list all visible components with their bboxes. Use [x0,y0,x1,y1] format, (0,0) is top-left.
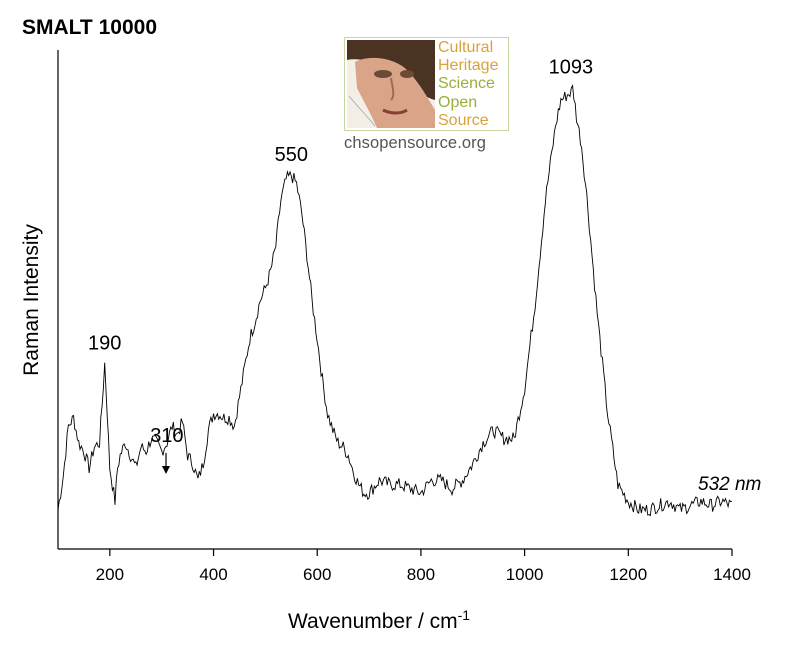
chart-title: SMALT 10000 [22,16,157,39]
x-tick-label: 600 [303,565,331,584]
y-axis-label: Raman Intensity [20,224,43,376]
x-tick-label: 1200 [609,565,647,584]
peak-label-1093: 1093 [549,56,594,78]
peak-label-190: 190 [88,332,121,354]
portrait-image [347,40,435,128]
logo-url: chsopensource.org [344,134,487,152]
chs-logo: Cultural Heritage Science Open Source ch… [344,37,509,155]
x-tick-label: 1000 [506,565,544,584]
peak-label-550: 550 [275,144,308,166]
peak-310-arrowhead [162,466,170,474]
logo-wordmark: Cultural Heritage Science Open Source [438,39,499,129]
peak-labels: 190 310 550 1093 [88,56,593,447]
logo-frame: Cultural Heritage Science Open Source [344,37,509,131]
x-axis-label: Wavenumber / cm-1 [288,607,470,633]
x-tick-label: 800 [407,565,435,584]
peak-label-310: 310 [150,425,183,447]
spectrum-line [57,84,733,517]
x-ticks: 200 400 600 800 1000 1200 1400 [96,549,751,584]
x-tick-label: 1400 [713,565,751,584]
x-tick-label: 200 [96,565,124,584]
x-tick-label: 400 [199,565,227,584]
annotation-532nm: 532 nm [698,474,761,495]
